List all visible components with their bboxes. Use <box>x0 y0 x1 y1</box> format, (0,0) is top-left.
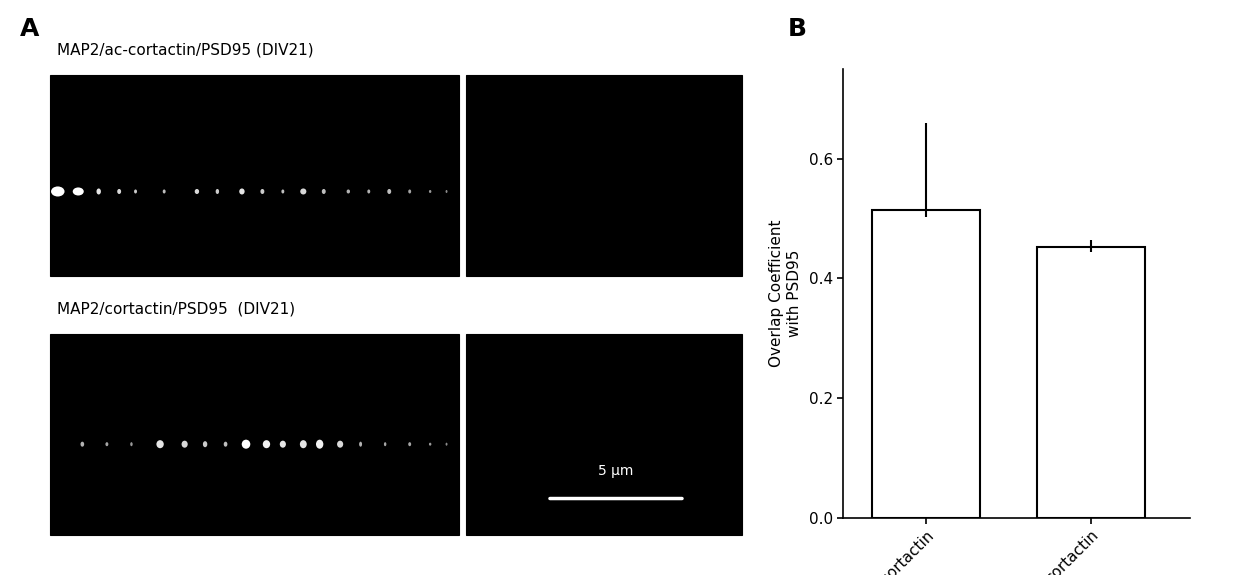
Ellipse shape <box>134 189 136 193</box>
Ellipse shape <box>195 189 200 194</box>
Bar <box>50 334 459 535</box>
Ellipse shape <box>97 189 100 194</box>
Ellipse shape <box>347 189 350 193</box>
Ellipse shape <box>203 441 207 447</box>
Ellipse shape <box>408 189 412 193</box>
Ellipse shape <box>156 440 164 448</box>
Text: 5 μm: 5 μm <box>599 465 634 478</box>
Ellipse shape <box>242 440 250 448</box>
Ellipse shape <box>367 189 371 193</box>
Ellipse shape <box>73 187 84 196</box>
Bar <box>466 334 742 535</box>
Ellipse shape <box>181 440 187 448</box>
Ellipse shape <box>162 189 166 193</box>
Ellipse shape <box>387 189 391 194</box>
Bar <box>50 75 459 276</box>
Ellipse shape <box>360 442 362 447</box>
Ellipse shape <box>130 442 133 446</box>
Y-axis label: Overlap Coefficient
with PSD95: Overlap Coefficient with PSD95 <box>769 220 801 367</box>
Bar <box>466 75 742 276</box>
Text: B: B <box>787 17 806 41</box>
Ellipse shape <box>263 440 270 448</box>
Ellipse shape <box>408 442 412 446</box>
Ellipse shape <box>51 186 64 197</box>
Ellipse shape <box>445 443 448 446</box>
Ellipse shape <box>429 443 432 446</box>
Ellipse shape <box>337 440 343 448</box>
Ellipse shape <box>239 189 244 194</box>
Bar <box>872 210 980 518</box>
Text: MAP2/ac-cortactin/PSD95 (DIV21): MAP2/ac-cortactin/PSD95 (DIV21) <box>57 43 314 58</box>
Ellipse shape <box>300 440 306 448</box>
Ellipse shape <box>216 189 219 194</box>
Ellipse shape <box>223 442 227 447</box>
Ellipse shape <box>429 190 432 193</box>
Ellipse shape <box>105 442 108 446</box>
Ellipse shape <box>384 442 387 446</box>
Ellipse shape <box>260 189 264 194</box>
Ellipse shape <box>316 440 324 448</box>
Ellipse shape <box>300 189 306 194</box>
Ellipse shape <box>118 189 122 194</box>
Ellipse shape <box>281 189 284 193</box>
Text: MAP2/cortactin/PSD95  (DIV21): MAP2/cortactin/PSD95 (DIV21) <box>57 301 295 316</box>
Ellipse shape <box>280 440 286 448</box>
Bar <box>1038 247 1145 518</box>
Ellipse shape <box>322 189 326 194</box>
Ellipse shape <box>445 190 448 193</box>
Ellipse shape <box>81 442 84 447</box>
Text: A: A <box>20 17 40 41</box>
